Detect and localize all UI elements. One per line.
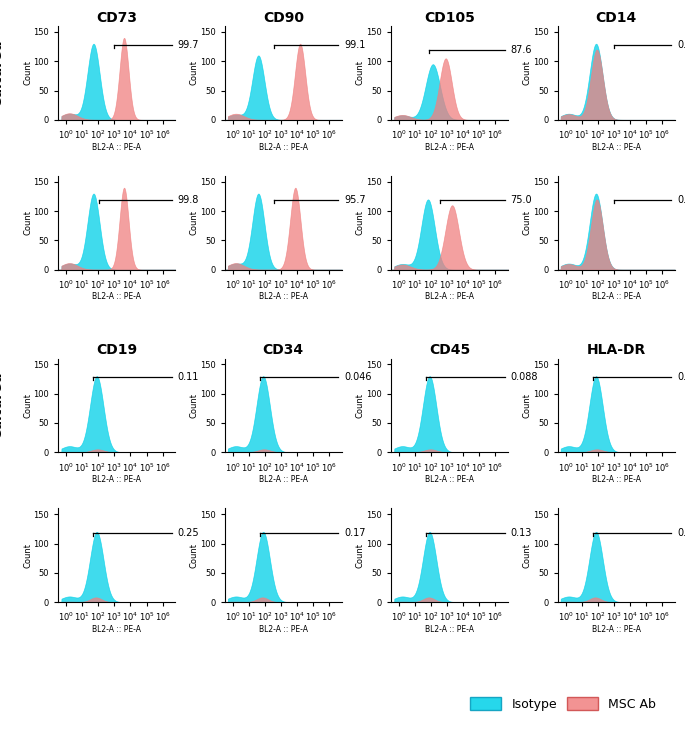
Y-axis label: Count: Count: [190, 211, 199, 235]
Title: HLA-DR: HLA-DR: [586, 344, 646, 357]
Title: CD45: CD45: [429, 344, 471, 357]
X-axis label: BL2-A :: PE-A: BL2-A :: PE-A: [92, 475, 141, 484]
Legend: Isotype, MSC Ab: Isotype, MSC Ab: [470, 697, 656, 711]
Y-axis label: Count: Count: [523, 211, 532, 235]
Text: 0.088: 0.088: [510, 372, 538, 382]
Y-axis label: Count: Count: [523, 61, 532, 85]
X-axis label: BL2-A :: PE-A: BL2-A :: PE-A: [259, 625, 308, 634]
Title: CD14: CD14: [595, 11, 637, 25]
Text: 0.17: 0.17: [344, 527, 366, 538]
Text: 99.7: 99.7: [178, 40, 199, 50]
Text: Cultured: Cultured: [0, 40, 4, 107]
Text: 0.19: 0.19: [677, 527, 685, 538]
Y-axis label: Count: Count: [23, 543, 32, 568]
Y-axis label: Count: Count: [190, 543, 199, 568]
X-axis label: BL2-A :: PE-A: BL2-A :: PE-A: [92, 625, 141, 634]
X-axis label: BL2-A :: PE-A: BL2-A :: PE-A: [92, 292, 141, 302]
Text: 0.011: 0.011: [677, 372, 685, 382]
Y-axis label: Count: Count: [23, 211, 32, 235]
Y-axis label: Count: Count: [190, 61, 199, 85]
Y-axis label: Count: Count: [23, 393, 32, 418]
Y-axis label: Count: Count: [356, 543, 365, 568]
Text: 99.8: 99.8: [178, 195, 199, 205]
X-axis label: BL2-A :: PE-A: BL2-A :: PE-A: [592, 143, 640, 152]
X-axis label: BL2-A :: PE-A: BL2-A :: PE-A: [425, 143, 474, 152]
Text: 0.11: 0.11: [178, 372, 199, 382]
X-axis label: BL2-A :: PE-A: BL2-A :: PE-A: [592, 475, 640, 484]
X-axis label: BL2-A :: PE-A: BL2-A :: PE-A: [592, 292, 640, 302]
Y-axis label: Count: Count: [356, 393, 365, 418]
Text: 0.13: 0.13: [510, 527, 532, 538]
Title: CD19: CD19: [97, 344, 138, 357]
Text: 99.1: 99.1: [344, 40, 366, 50]
Y-axis label: Count: Count: [523, 543, 532, 568]
Text: 0.046: 0.046: [344, 372, 372, 382]
Text: 0.25: 0.25: [178, 527, 199, 538]
Y-axis label: Count: Count: [523, 393, 532, 418]
Text: 75.0: 75.0: [510, 195, 532, 205]
X-axis label: BL2-A :: PE-A: BL2-A :: PE-A: [259, 292, 308, 302]
Text: 87.6: 87.6: [510, 46, 532, 55]
X-axis label: BL2-A :: PE-A: BL2-A :: PE-A: [425, 625, 474, 634]
X-axis label: BL2-A :: PE-A: BL2-A :: PE-A: [592, 625, 640, 634]
Text: 95.7: 95.7: [344, 195, 366, 205]
Y-axis label: Count: Count: [356, 61, 365, 85]
Title: CD73: CD73: [97, 11, 137, 25]
Text: Thawed: Thawed: [0, 192, 4, 253]
X-axis label: BL2-A :: PE-A: BL2-A :: PE-A: [259, 475, 308, 484]
Title: CD90: CD90: [263, 11, 303, 25]
X-axis label: BL2-A :: PE-A: BL2-A :: PE-A: [92, 143, 141, 152]
Title: CD34: CD34: [262, 344, 304, 357]
Y-axis label: Count: Count: [356, 211, 365, 235]
Text: Thawed: Thawed: [0, 524, 4, 586]
Title: CD105: CD105: [424, 11, 475, 25]
X-axis label: BL2-A :: PE-A: BL2-A :: PE-A: [425, 292, 474, 302]
Y-axis label: Count: Count: [190, 393, 199, 418]
Y-axis label: Count: Count: [23, 61, 32, 85]
Text: 0.38: 0.38: [677, 195, 685, 205]
Text: 0.14: 0.14: [677, 40, 685, 50]
Text: Cultured: Cultured: [0, 372, 4, 439]
X-axis label: BL2-A :: PE-A: BL2-A :: PE-A: [259, 143, 308, 152]
X-axis label: BL2-A :: PE-A: BL2-A :: PE-A: [425, 475, 474, 484]
